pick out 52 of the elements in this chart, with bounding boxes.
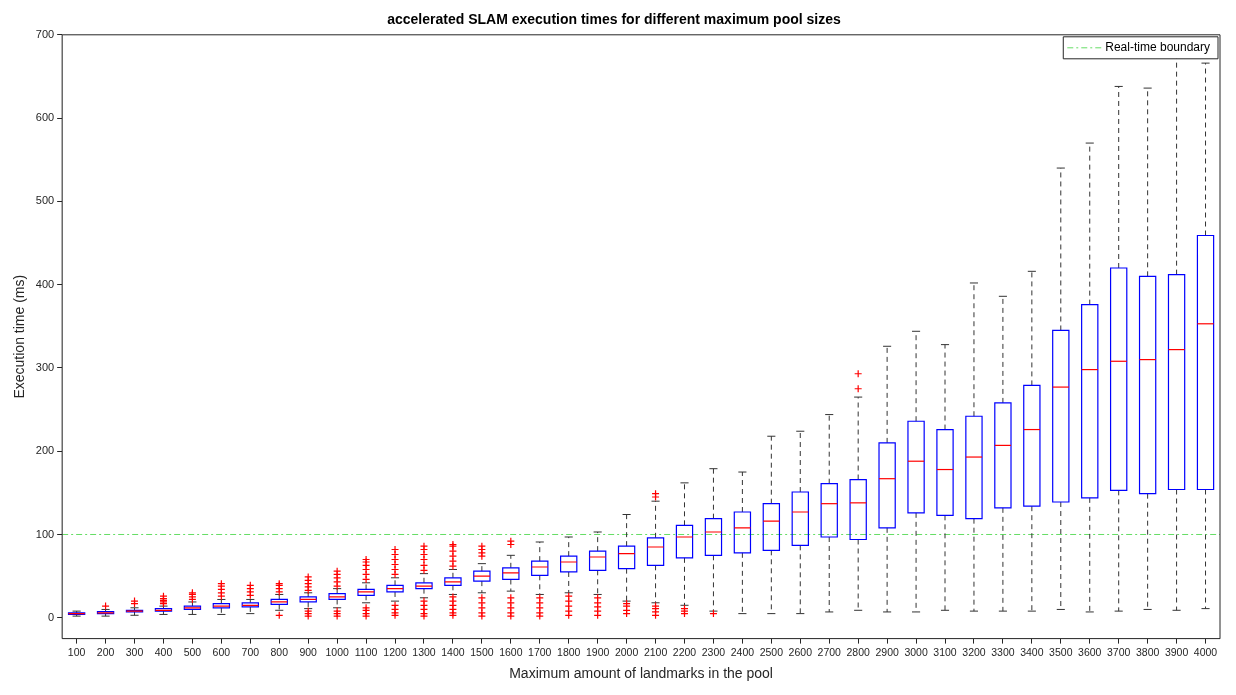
y-tick-label: 200 xyxy=(35,444,55,457)
y-tick-label: 700 xyxy=(35,27,55,40)
x-tick-label: 2300 xyxy=(701,645,726,658)
x-tick-label: 1300 xyxy=(412,645,436,658)
x-tick-label: 2500 xyxy=(759,645,784,658)
x-tick-label: 500 xyxy=(183,645,202,658)
x-tick-label: 1100 xyxy=(354,645,378,658)
x-tick-label: 2900 xyxy=(875,645,899,658)
x-tick-label: 1500 xyxy=(470,645,494,658)
x-tick-label: 3500 xyxy=(1049,645,1073,658)
x-tick-label: 1000 xyxy=(325,645,349,658)
y-tick-label: 100 xyxy=(35,527,55,540)
y-tick-label: 300 xyxy=(35,360,55,373)
x-tick-label: 1700 xyxy=(528,645,552,658)
x-tick-label: 3600 xyxy=(1078,645,1102,658)
x-tick-label: 3300 xyxy=(991,645,1015,658)
x-tick-label: 2400 xyxy=(730,645,755,658)
x-tick-label: 2000 xyxy=(614,645,639,658)
x-tick-label: 800 xyxy=(270,645,289,658)
x-tick-label: 3800 xyxy=(1135,645,1160,658)
x-tick-label: 700 xyxy=(241,645,260,658)
x-tick-label: 2600 xyxy=(788,645,813,658)
x-tick-label: 1400 xyxy=(441,645,465,658)
x-tick-label: 900 xyxy=(299,645,318,658)
x-tick-label: 2200 xyxy=(672,645,697,658)
y-axis-title: Execution time (ms) xyxy=(11,274,28,399)
x-tick-label: 100 xyxy=(67,645,86,658)
y-tick-label: 600 xyxy=(35,111,55,124)
x-tick-label: 200 xyxy=(96,645,115,658)
x-tick-label: 3700 xyxy=(1107,645,1131,658)
x-tick-label: 400 xyxy=(154,645,173,658)
chart-title: accelerated SLAM execution times for different maximum pool sizes xyxy=(387,11,841,28)
x-tick-label: 300 xyxy=(125,645,144,658)
x-tick-label: 3200 xyxy=(962,645,986,658)
x-tick-label: 4000 xyxy=(1193,645,1218,658)
x-tick-label: 1900 xyxy=(585,645,610,658)
x-tick-label: 3000 xyxy=(904,645,928,658)
x-tick-label: 1600 xyxy=(499,645,523,658)
x-tick-label: 2700 xyxy=(817,645,842,658)
legend-label: Real-time boundary xyxy=(1105,40,1210,55)
y-tick-label: 0 xyxy=(48,610,55,623)
x-tick-label: 1200 xyxy=(383,645,407,658)
x-tick-label: 2800 xyxy=(846,645,871,658)
x-tick-label: 600 xyxy=(212,645,231,658)
y-tick-label: 400 xyxy=(35,277,55,290)
x-tick-label: 3400 xyxy=(1020,645,1044,658)
x-tick-label: 3100 xyxy=(933,645,957,658)
x-tick-label: 3900 xyxy=(1164,645,1189,658)
x-tick-label: 2100 xyxy=(643,645,668,658)
y-tick-label: 500 xyxy=(35,194,55,207)
x-axis-title: Maximum amount of landmarks in the pool xyxy=(509,665,773,682)
x-tick-label: 1800 xyxy=(557,645,581,658)
